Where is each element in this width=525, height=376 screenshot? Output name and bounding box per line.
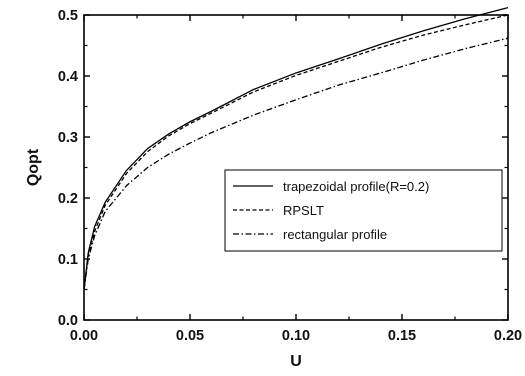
y-tick-label: 0.1: [58, 252, 78, 268]
legend-items: trapezoidal profile(R=0.2) RPSLT rectangul…: [233, 179, 429, 242]
x-axis-title: U: [290, 353, 302, 370]
y-tick-label: 0.3: [58, 130, 78, 146]
y-tick-label: 0.2: [58, 191, 78, 207]
x-tick-label: 0.20: [494, 328, 522, 344]
legend-label: trapezoidal profile(R=0.2): [283, 179, 429, 194]
x-tick-label: 0.10: [282, 328, 310, 344]
x-tick-labels: 0.00 0.05 0.10 0.15 0.20: [70, 328, 522, 344]
x-tick-label: 0.00: [70, 328, 98, 344]
legend-label: RPSLT: [283, 203, 324, 218]
x-tick-label: 0.05: [176, 328, 204, 344]
legend: trapezoidal profile(R=0.2) RPSLT rectangul…: [224, 169, 503, 252]
y-tick-label: 0.0: [58, 313, 78, 329]
series-line-dashdot: [83, 37, 509, 290]
series-line-dashed: [83, 14, 509, 290]
axis-ticks: [83, 14, 509, 321]
y-axis-title: Qopt: [25, 148, 42, 186]
y-tick-label: 0.4: [58, 69, 78, 85]
legend-label: rectangular profile: [283, 227, 387, 242]
series-line-solid: [83, 7, 509, 290]
y-tick-labels: 0.0 0.1 0.2 0.3 0.4 0.5: [58, 8, 78, 329]
plot-area: [83, 7, 509, 321]
y-tick-label: 0.5: [58, 8, 78, 24]
legend-box: [224, 169, 503, 252]
series-layer: [83, 7, 509, 290]
x-tick-label: 0.15: [388, 328, 416, 344]
